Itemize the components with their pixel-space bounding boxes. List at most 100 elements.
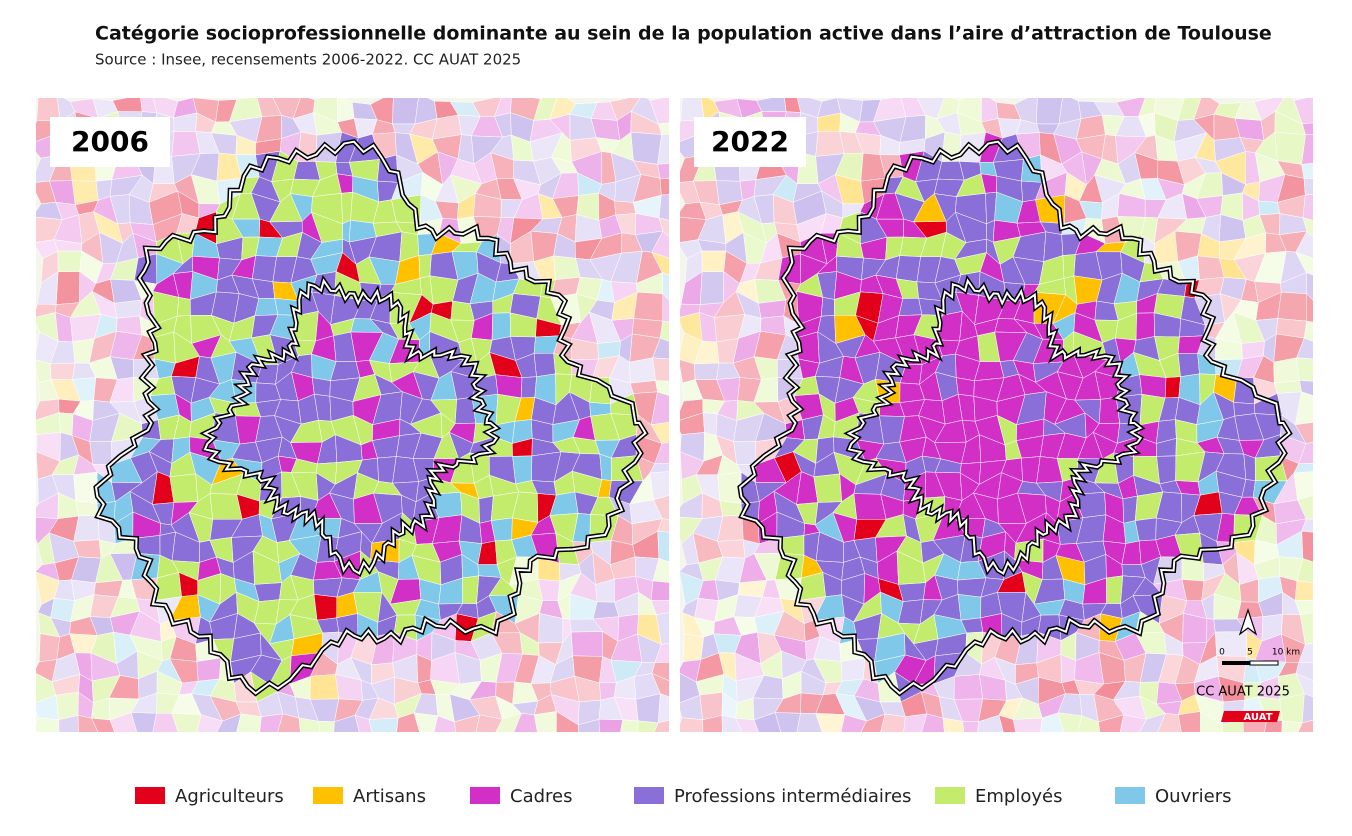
commune <box>977 739 1005 765</box>
commune <box>370 731 372 732</box>
commune <box>1319 462 1346 479</box>
commune <box>34 732 63 760</box>
commune <box>1325 162 1337 179</box>
commune <box>1316 353 1346 381</box>
commune <box>1235 738 1264 765</box>
commune <box>1325 134 1344 164</box>
commune <box>650 600 669 615</box>
commune <box>758 299 787 319</box>
boundary <box>202 278 499 575</box>
commune <box>1306 293 1313 323</box>
commune <box>1320 235 1336 264</box>
scale-segment <box>1222 661 1250 665</box>
commune <box>955 377 975 397</box>
commune <box>196 714 223 732</box>
commune <box>658 194 669 221</box>
commune <box>318 741 339 764</box>
commune <box>649 98 669 125</box>
commune <box>860 713 886 732</box>
commune <box>1323 176 1345 205</box>
commune <box>250 741 275 762</box>
commune <box>512 455 533 485</box>
commune <box>880 733 902 762</box>
commune <box>577 718 600 732</box>
commune <box>1319 683 1342 701</box>
commune <box>650 391 669 426</box>
commune <box>784 98 802 113</box>
commune <box>396 712 420 732</box>
commune <box>112 98 143 112</box>
commune <box>1315 273 1342 302</box>
boundary <box>846 278 1143 575</box>
commune <box>898 582 926 602</box>
commune <box>93 579 124 598</box>
commune <box>659 177 669 196</box>
commune <box>1294 580 1313 601</box>
commune <box>620 719 639 732</box>
commune <box>236 713 262 732</box>
commune <box>903 713 928 732</box>
commune <box>683 633 705 663</box>
commune <box>1295 230 1313 259</box>
commune <box>89 441 113 465</box>
commune <box>454 714 481 732</box>
commune <box>236 733 258 762</box>
commune <box>757 740 784 754</box>
commune <box>815 738 841 758</box>
commune <box>774 712 801 732</box>
commune <box>109 712 138 732</box>
commune <box>1301 518 1313 533</box>
commune <box>475 714 503 732</box>
commune <box>1303 177 1313 196</box>
commune <box>152 738 181 758</box>
commune <box>1297 495 1313 520</box>
commune <box>773 738 800 753</box>
commune <box>491 742 515 757</box>
commune <box>652 337 669 360</box>
commune <box>91 717 115 732</box>
commune <box>1315 302 1342 323</box>
commune <box>130 712 157 732</box>
commune <box>953 674 984 700</box>
commune <box>309 674 340 700</box>
commune <box>657 163 669 179</box>
commune <box>579 736 600 760</box>
commune <box>733 441 757 465</box>
commune <box>277 713 301 732</box>
commune <box>1164 376 1181 399</box>
commune <box>652 558 669 583</box>
commune <box>1012 717 1043 732</box>
legend-label: Cadres <box>510 786 572 807</box>
scale-label: 5 <box>1247 648 1253 658</box>
commune <box>1273 380 1302 394</box>
commune <box>1302 194 1313 221</box>
commune <box>659 320 669 342</box>
commune <box>129 738 156 753</box>
commune <box>196 738 215 753</box>
commune <box>171 738 197 758</box>
commune <box>721 715 743 732</box>
commune <box>368 717 399 732</box>
commune <box>216 713 242 732</box>
commune <box>58 715 79 732</box>
commune <box>254 582 282 602</box>
commune <box>840 657 866 682</box>
commune <box>313 594 338 621</box>
commune <box>58 412 74 436</box>
commune <box>273 741 301 761</box>
commune <box>1134 517 1157 542</box>
commune <box>1156 455 1177 485</box>
commune <box>981 98 999 123</box>
commune <box>1274 131 1306 165</box>
commune <box>533 353 556 378</box>
commune <box>917 741 945 761</box>
commune <box>55 271 81 305</box>
commune <box>840 738 859 753</box>
commune <box>735 717 759 732</box>
commune <box>71 740 102 764</box>
commune <box>530 736 556 760</box>
commune <box>1319 533 1342 565</box>
commune <box>1294 422 1313 444</box>
commune <box>1317 611 1336 642</box>
commune <box>254 298 279 316</box>
